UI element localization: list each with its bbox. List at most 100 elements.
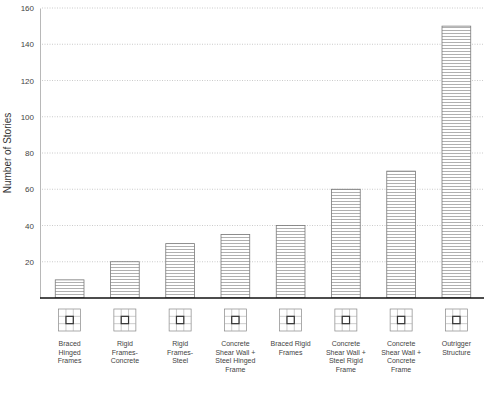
icon-core: [453, 316, 460, 323]
icon-frame: [390, 309, 412, 331]
x-axis-line: [43, 298, 485, 299]
y-tick: 160: [21, 4, 40, 13]
bar: [387, 171, 416, 298]
y-tick-label: 60: [25, 185, 34, 194]
x-tick: RigidFrames-Steel: [167, 298, 194, 364]
x-tick-label-line: Rigid: [172, 340, 188, 348]
x-tick-label: Braced RigidFrames: [271, 340, 311, 356]
x-tick-label: RigidFrames-Concrete: [111, 340, 140, 364]
y-tick: 100: [21, 113, 40, 122]
icon-core: [342, 316, 349, 323]
icon-core: [287, 316, 294, 323]
icon-core: [176, 316, 183, 323]
grid-line: [42, 44, 484, 45]
grid-line: [42, 261, 484, 262]
grid-line: [42, 8, 484, 9]
x-tick-label-line: Shear Wall +: [215, 349, 255, 356]
x-tick-label-line: Steel: [172, 357, 188, 364]
y-axis-title: Number of Stories: [2, 113, 13, 194]
x-axis: BracedHingedFramesRigidFrames-ConcreteRi…: [43, 298, 485, 373]
bar: [166, 244, 195, 298]
x-tick-label-line: Concrete: [221, 340, 250, 347]
bar: [442, 26, 471, 298]
baseline: [40, 297, 484, 299]
x-tick-label: Braced HingedFrames: [58, 340, 82, 364]
structure-icon: [390, 309, 412, 331]
x-tick-label: Concrete Shear Wall +Steel RigidFrame: [326, 340, 366, 373]
icons: [59, 309, 468, 331]
grid-line: [42, 225, 484, 226]
structure-icon: [335, 309, 357, 331]
x-tick-label-line: Braced: [59, 340, 81, 347]
grid: [42, 8, 484, 262]
x-tick-label-line: Rigid: [117, 340, 133, 348]
y-axis: 20 40 60 80 100 120 140 160: [21, 4, 41, 298]
y-tick-label: 40: [25, 222, 34, 231]
chart: 20 40 60 80 100 120 140 160 Number of Stories Bra…: [0, 0, 494, 396]
y-tick-label: 80: [25, 149, 34, 158]
icon-frame: [445, 309, 467, 331]
x-tick-label-line: Shear Wall +: [326, 349, 366, 356]
y-tick-label: 20: [25, 258, 34, 267]
structure-icon: [59, 309, 81, 331]
grid-line: [42, 116, 484, 117]
structure-icon: [445, 309, 467, 331]
structure-icon: [224, 309, 246, 331]
y-axis-line: [40, 9, 41, 299]
x-tick-label-line: Concrete: [111, 357, 140, 364]
x-tick-label-line: Frame: [336, 366, 356, 373]
bar: [111, 262, 140, 298]
y-tick: 140: [21, 40, 40, 49]
x-tick-label-line: Frames: [58, 357, 82, 364]
grid-line: [42, 189, 484, 190]
x-tick-label-line: Hinged: [59, 349, 81, 357]
structure-icon: [280, 309, 302, 331]
x-tick: Braced RigidFrames: [271, 298, 311, 356]
x-tick: OutriggerStructure: [442, 298, 472, 356]
x-tick-label-line: Shear Wall +: [381, 349, 421, 356]
grid-line: [42, 80, 484, 81]
x-tick-label: RigidFrames-Steel: [167, 340, 194, 364]
icon-frame: [59, 309, 81, 331]
x-tick: RigidFrames-Concrete: [111, 298, 140, 364]
x-tick-label-line: Frames: [279, 349, 303, 356]
icon-frame: [335, 309, 357, 331]
y-tick-label: 120: [21, 77, 35, 86]
x-tick-label-line: Frame: [225, 366, 245, 373]
y-tick: 80: [25, 149, 40, 158]
x-tick-label-line: Outrigger: [442, 340, 472, 348]
x-tick: Concrete Shear Wall +Steel HingedFrame: [215, 298, 255, 373]
bar: [276, 226, 305, 299]
y-tick-label: 160: [21, 4, 35, 13]
icon-core: [121, 316, 128, 323]
x-tick-label-line: Braced Rigid: [271, 340, 311, 348]
y-tick: 20: [25, 258, 40, 267]
x-tick-label-line: Steel Hinged: [215, 357, 255, 365]
bars: [55, 26, 470, 298]
x-tick: ConcreteShear Wall +ConcreteFrame: [381, 298, 421, 373]
bar: [55, 280, 84, 298]
x-tick-label-line: Frames-: [112, 349, 139, 356]
x-tick-label-line: Steel Rigid: [329, 357, 363, 365]
y-tick: 60: [25, 185, 40, 194]
structure-icon: [114, 309, 136, 331]
x-tick: Concrete Shear Wall +Steel RigidFrame: [326, 298, 366, 373]
y-tick-label: 140: [21, 40, 35, 49]
structure-icon: [169, 309, 191, 331]
icon-core: [397, 316, 404, 323]
x-tick-label-line: Frame: [391, 366, 411, 373]
y-tick: 120: [21, 77, 40, 86]
x-tick-label-line: Concrete: [387, 357, 416, 364]
icon-frame: [169, 309, 191, 331]
icon-frame: [280, 309, 302, 331]
grid-line: [42, 153, 484, 154]
x-tick-label-line: Concrete: [332, 340, 361, 347]
x-tick-label: OutriggerStructure: [442, 340, 472, 356]
icon-frame: [114, 309, 136, 331]
y-tick: 40: [25, 222, 40, 231]
icon-core: [232, 316, 239, 323]
icon-frame: [224, 309, 246, 331]
x-tick-label-line: Concrete: [387, 340, 416, 347]
x-tick-label-line: Frames-: [167, 349, 194, 356]
icon-core: [66, 316, 73, 323]
